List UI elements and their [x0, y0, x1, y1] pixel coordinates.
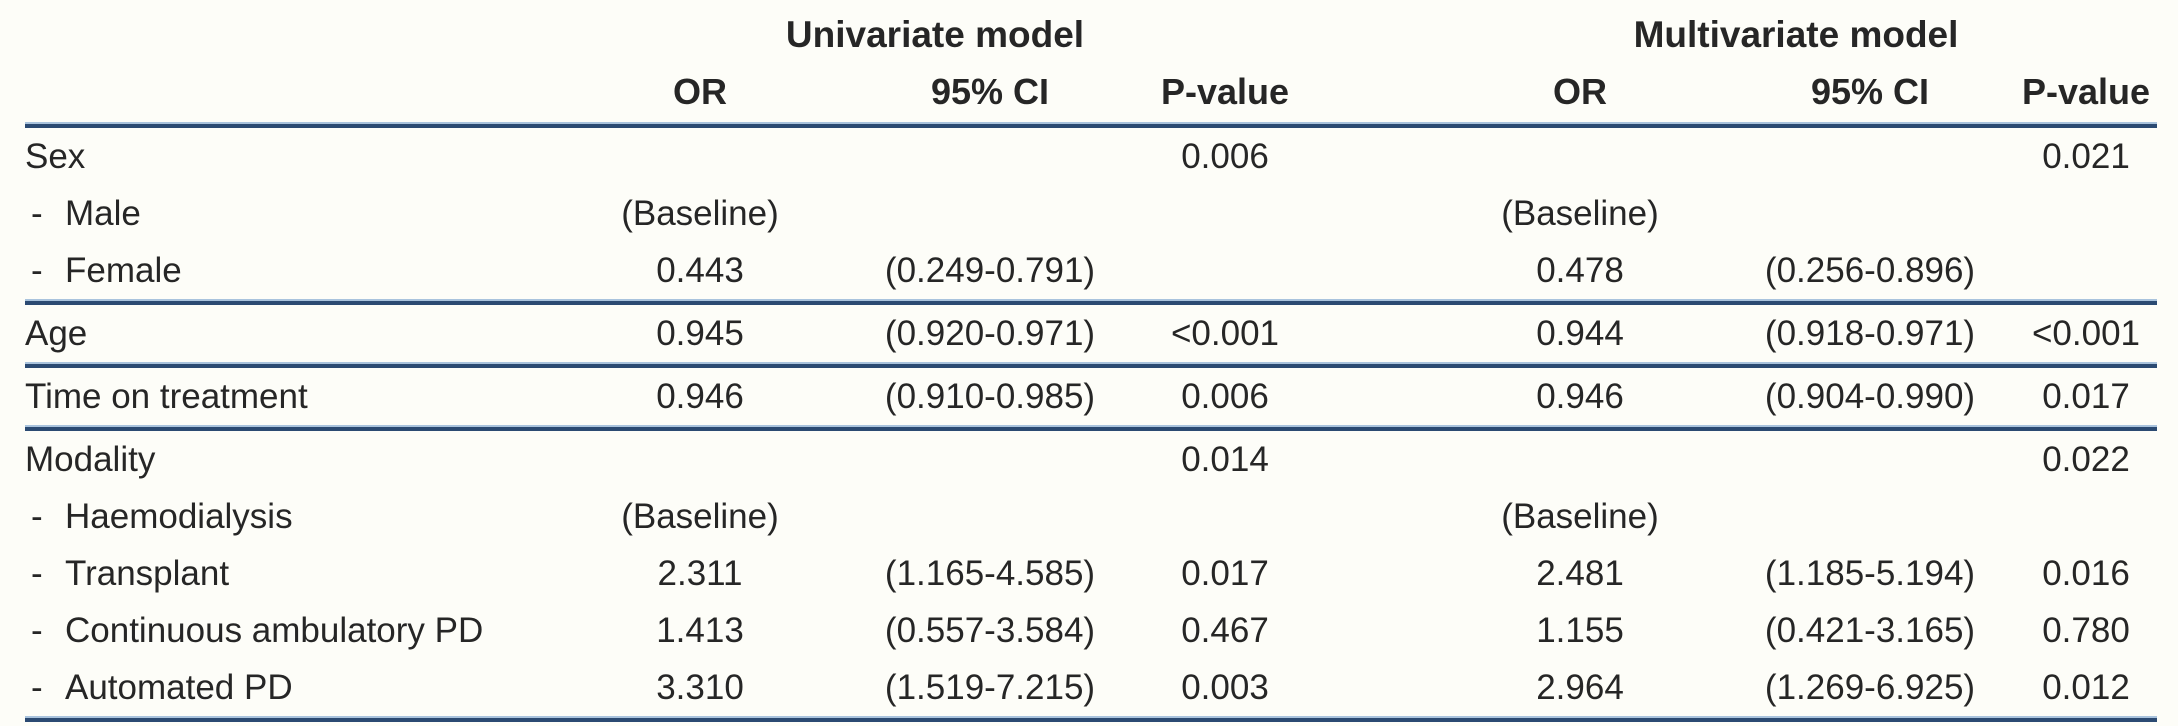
group-header-row: Univariate model Multivariate model [25, 8, 2157, 62]
dash-prefix: - [31, 667, 43, 707]
table-row-female: - Female 0.443 (0.249-0.791) 0.478 (0.256… [25, 242, 2157, 299]
uni-ci-cell: (0.249-0.791) [884, 250, 1096, 290]
multi-pvalue-cell: 0.021 [2042, 136, 2130, 176]
table-row-male: - Male (Baseline) (Baseline) [25, 185, 2157, 242]
group-header-multivariate: Multivariate model [1633, 14, 1959, 55]
row-label: - Transplant [25, 554, 555, 594]
section-divider [25, 362, 2157, 368]
row-label: Sex [25, 136, 86, 176]
uni-or-cell: 2.311 [657, 553, 743, 593]
uni-ci-cell: (0.557-3.584) [884, 610, 1096, 650]
multi-or-cell: 2.964 [1536, 667, 1624, 707]
uni-or-cell: 3.310 [656, 667, 744, 707]
table-row-time-on-treatment: Time on treatment 0.946 (0.910-0.985) 0.… [25, 368, 2157, 425]
table-row-transplant: - Transplant 2.311 (1.165-4.585) 0.017 2.… [25, 545, 2157, 602]
header-rule [25, 122, 2157, 128]
multi-or-cell: (Baseline) [1501, 193, 1659, 233]
uni-pvalue-cell: 0.006 [1181, 376, 1269, 416]
section-divider [25, 299, 2157, 305]
row-label: - Continuous ambulatory PD [25, 611, 555, 651]
dash-prefix: - [31, 193, 43, 233]
section-divider [25, 425, 2157, 431]
column-header-uni-or: OR [673, 71, 727, 112]
multi-ci-cell: (0.256-0.896) [1764, 250, 1976, 290]
column-header-multi-or: OR [1553, 71, 1607, 112]
multi-or-cell: 0.946 [1536, 376, 1624, 416]
multi-pvalue-cell: 0.016 [2042, 553, 2130, 593]
multi-ci-cell: (0.918-0.971) [1764, 313, 1976, 353]
uni-pvalue-cell: 0.014 [1181, 439, 1269, 479]
multi-ci-cell: (0.421-3.165) [1764, 610, 1976, 650]
dash-prefix: - [31, 610, 43, 650]
uni-pvalue-cell: 0.017 [1181, 553, 1269, 593]
multi-ci-cell: (1.269-6.925) [1764, 667, 1976, 707]
dash-prefix: - [31, 553, 43, 593]
table-row-sex: Sex 0.006 0.021 [25, 128, 2157, 185]
uni-or-cell: 0.946 [656, 376, 744, 416]
row-label: Modality [25, 439, 156, 479]
uni-ci-cell: (0.910-0.985) [884, 376, 1096, 416]
uni-ci-cell: (1.165-4.585) [884, 553, 1096, 593]
row-label-text: Transplant [65, 553, 230, 593]
bottom-rule [25, 716, 2157, 722]
uni-pvalue-cell: 0.006 [1181, 136, 1269, 176]
multi-or-cell: 0.478 [1536, 250, 1624, 290]
multi-pvalue-cell: 0.017 [2042, 376, 2130, 416]
multi-pvalue-cell: 0.012 [2042, 667, 2130, 707]
row-label-text: Continuous ambulatory PD [65, 610, 484, 650]
row-label-text: Male [65, 193, 141, 233]
group-header-univariate: Univariate model [785, 14, 1085, 55]
uni-ci-cell: (1.519-7.215) [884, 667, 1096, 707]
multi-pvalue-cell: <0.001 [2031, 313, 2141, 353]
multi-or-cell: 1.155 [1536, 610, 1624, 650]
row-label: Time on treatment [25, 376, 308, 416]
column-header-multi-pvalue: P-value [2021, 71, 2151, 112]
uni-or-cell: (Baseline) [621, 193, 779, 233]
row-label-text: Haemodialysis [65, 496, 293, 536]
table-row-haemodialysis: - Haemodialysis (Baseline) (Baseline) [25, 488, 2157, 545]
multi-or-cell: 0.944 [1536, 313, 1624, 353]
column-header-row: OR 95% CI P-value OR 95% CI P-value [25, 62, 2157, 122]
table-row-modality: Modality 0.014 0.022 [25, 431, 2157, 488]
multi-pvalue-cell: 0.022 [2042, 439, 2130, 479]
row-label-text: Automated PD [65, 667, 293, 707]
dash-prefix: - [31, 250, 43, 290]
multi-ci-cell: (0.904-0.990) [1764, 376, 1976, 416]
uni-or-cell: 0.443 [656, 250, 744, 290]
table-row-continuous-ambulatory-pd: - Continuous ambulatory PD 1.413 (0.557-3… [25, 602, 2157, 659]
table-row-age: Age 0.945 (0.920-0.971) <0.001 0.944 (0.… [25, 305, 2157, 362]
uni-or-cell: 1.413 [656, 610, 744, 650]
multi-ci-cell: (1.185-5.194) [1764, 553, 1976, 593]
row-label: Age [25, 313, 88, 353]
column-header-uni-ci: 95% CI [930, 71, 1050, 112]
column-header-multi-ci: 95% CI [1810, 71, 1930, 112]
uni-pvalue-cell: 0.003 [1181, 667, 1269, 707]
row-label: - Haemodialysis [25, 497, 555, 537]
multi-or-cell: (Baseline) [1501, 496, 1659, 536]
column-header-uni-pvalue: P-value [1160, 71, 1290, 112]
row-label: - Automated PD [25, 668, 555, 708]
uni-ci-cell: (0.920-0.971) [884, 313, 1096, 353]
multi-pvalue-cell: 0.780 [2042, 610, 2130, 650]
dash-prefix: - [31, 496, 43, 536]
regression-results-table: Univariate model Multivariate model OR 9… [25, 0, 2157, 722]
row-label: - Female [25, 251, 555, 291]
row-label-text: Female [65, 250, 182, 290]
uni-or-cell: (Baseline) [621, 496, 779, 536]
row-label: - Male [25, 194, 555, 234]
uni-or-cell: 0.945 [656, 313, 744, 353]
uni-pvalue-cell: 0.467 [1181, 610, 1269, 650]
multi-or-cell: 2.481 [1536, 553, 1624, 593]
table-row-automated-pd: - Automated PD 3.310 (1.519-7.215) 0.003 … [25, 659, 2157, 716]
uni-pvalue-cell: <0.001 [1170, 313, 1280, 353]
